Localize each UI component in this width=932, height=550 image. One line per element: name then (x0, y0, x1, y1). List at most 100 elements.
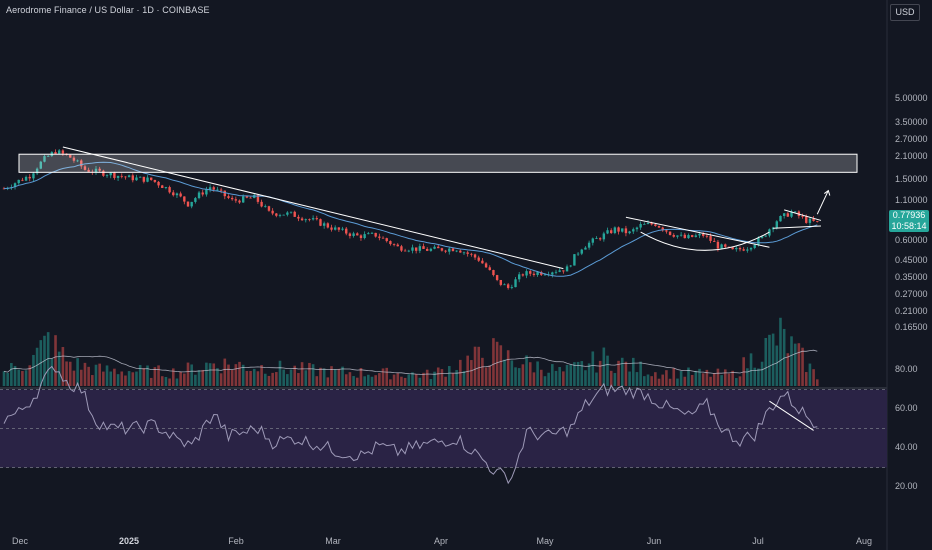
candle (540, 270, 543, 277)
time-tick: Feb (228, 536, 244, 546)
flag-bottom-line (773, 225, 821, 229)
volume-bar (131, 372, 135, 386)
candle (816, 220, 819, 223)
volume-bar (433, 371, 436, 386)
volume-bar (576, 361, 580, 386)
candle (234, 196, 238, 203)
volume-bar (760, 361, 764, 386)
volume-bar (631, 357, 635, 386)
volume-bar (116, 374, 120, 386)
price-tick: 1.10000 (895, 194, 928, 205)
volume-bar (10, 363, 13, 386)
price-tick: 0.16500 (895, 322, 928, 333)
volume-bar (477, 346, 481, 386)
candle (396, 243, 399, 247)
candle (113, 171, 116, 180)
currency-button[interactable]: USD (890, 4, 920, 21)
candle (738, 246, 742, 252)
breakout-arrow (816, 190, 829, 215)
volume-bar (470, 360, 473, 386)
volume-bar (779, 317, 782, 386)
candle (120, 173, 123, 179)
volume-bar (330, 366, 333, 386)
volume-bar (591, 351, 595, 386)
volume-bar (764, 337, 768, 386)
volume-bar (712, 373, 716, 386)
candle (116, 175, 120, 181)
volume-bar (595, 372, 598, 386)
volume-bar (194, 374, 197, 386)
volume-bar (598, 360, 602, 386)
volume-bar (35, 347, 39, 386)
volume-bar (580, 361, 584, 386)
candle (392, 243, 396, 247)
volume-bar (267, 375, 271, 386)
volume-bar (61, 347, 65, 386)
volume-bar (411, 372, 414, 386)
candle (565, 264, 569, 272)
volume-bar (337, 368, 341, 386)
volume-bar (179, 371, 182, 386)
candle (495, 274, 499, 282)
volume-bar (547, 372, 550, 386)
time-tick: May (536, 536, 554, 546)
candle (466, 250, 469, 257)
candle (676, 235, 679, 239)
candle (426, 247, 429, 252)
candle (529, 269, 532, 277)
candle (790, 209, 793, 218)
candle (525, 269, 528, 279)
candle (124, 176, 127, 180)
candle (249, 196, 252, 199)
candle (80, 159, 83, 169)
candle (580, 248, 583, 256)
candle (786, 212, 790, 218)
volume-bar (705, 369, 709, 386)
candle (58, 149, 61, 155)
candle (668, 231, 672, 236)
candle (352, 231, 355, 238)
volume-bar (808, 363, 812, 386)
volume-bar (473, 346, 477, 386)
candle (72, 155, 76, 163)
volume-bar (348, 372, 352, 386)
candle (518, 271, 521, 283)
volume-bar (639, 361, 642, 386)
volume-bar (341, 366, 344, 386)
candle (444, 249, 447, 254)
volume-bar (6, 372, 9, 386)
volume-bar (665, 370, 668, 386)
volume-bar (389, 379, 392, 386)
volume-bar (539, 369, 543, 386)
candle (39, 160, 42, 170)
volume-bar (731, 370, 734, 386)
cup-rim-line (625, 216, 770, 248)
volume-bar (554, 370, 558, 386)
rsi-line (3, 365, 818, 485)
price-tick: 0.45000 (895, 254, 928, 265)
candle (414, 247, 418, 254)
volume-bar (238, 361, 241, 386)
candle (598, 237, 602, 241)
time-tick: Jun (646, 536, 662, 546)
volume-bar (727, 373, 731, 386)
flag-top-line (784, 209, 822, 221)
rsi-tick: 80.00 (895, 364, 918, 374)
volume-bar (208, 363, 212, 386)
volume-bar (793, 343, 797, 386)
volume-bar (466, 355, 469, 386)
candle (319, 218, 322, 227)
candle (503, 283, 506, 286)
volume-bar (245, 370, 249, 386)
candle (223, 190, 226, 200)
volume-bar (28, 365, 32, 386)
volume-bar (190, 364, 193, 386)
candle (764, 235, 767, 238)
candle (157, 180, 160, 188)
volume-bar (32, 354, 35, 386)
candle (433, 244, 436, 250)
volume-bar (643, 376, 646, 386)
volume-bar (46, 332, 50, 386)
volume-bar (543, 376, 547, 386)
